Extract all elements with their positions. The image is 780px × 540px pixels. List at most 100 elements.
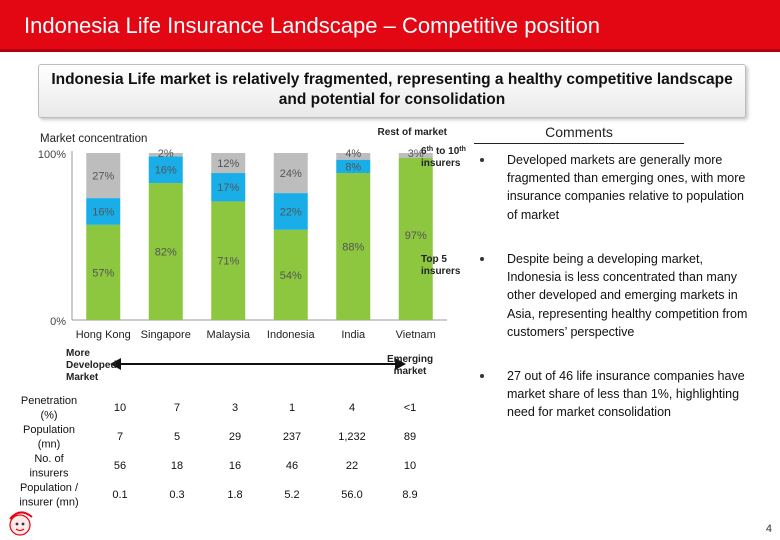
table-row-label: insurer (mn)	[19, 497, 78, 509]
bar-segment	[148, 153, 183, 157]
table-cell: 1	[289, 402, 295, 414]
x-tick-label: India	[341, 329, 366, 341]
table-row-label: Population	[23, 424, 75, 436]
table-cell: 89	[404, 431, 416, 443]
page-number: 4	[765, 523, 772, 535]
table-cell: 16	[229, 460, 241, 472]
data-label: 22%	[280, 206, 302, 218]
table-cell: 46	[286, 460, 298, 472]
arrow-label-right: Emerging	[387, 354, 433, 365]
table-cell: 56.0	[341, 489, 362, 501]
table-cell: 8.9	[402, 489, 417, 501]
table-cell: 18	[171, 460, 183, 472]
x-tick-label: Vietnam	[396, 329, 436, 341]
annotation-top5-line1: Top 5	[421, 254, 447, 265]
market-concentration-chart: Market concentration 0% 100% 57% 16% 27% Hong …	[19, 127, 466, 509]
data-label: 54%	[280, 270, 302, 282]
bar-segment	[398, 153, 433, 159]
mascot-logo-icon	[9, 511, 33, 536]
table-cell: 5.2	[284, 489, 299, 501]
data-label: 97%	[405, 230, 427, 242]
page-title: Indonesia Life Insurance Landscape – Com…	[24, 13, 601, 38]
table-cell: 4	[349, 402, 355, 414]
bar-segment	[86, 224, 121, 320]
table-cell: 7	[117, 431, 123, 443]
table-cell: 56	[114, 460, 126, 472]
bullet-icon	[480, 257, 484, 261]
table-row-label: No. of	[34, 453, 64, 465]
table-cell: 10	[114, 402, 126, 414]
title-underline	[0, 49, 780, 52]
annotation-6th-to-10th-line2: insurers	[421, 158, 461, 169]
y-tick-label: 0%	[50, 316, 66, 328]
bar-segment	[211, 153, 246, 174]
data-label: 88%	[342, 242, 364, 254]
bullet-icon	[480, 374, 484, 378]
data-label: 27%	[92, 171, 114, 183]
table-row-label: (mn)	[38, 439, 61, 451]
comment-text: Despite being a developing market, Indon…	[507, 252, 748, 339]
bar-segment	[211, 173, 246, 202]
bar-segment	[148, 183, 183, 320]
arrow-label-left: More	[66, 348, 90, 359]
x-tick-label: Hong Kong	[76, 329, 131, 341]
bar-segment	[336, 173, 371, 320]
data-label: 4%	[345, 148, 361, 160]
arrow-label-left: Developed	[66, 360, 117, 371]
annotation-rest-of-market: Rest of market	[378, 127, 448, 138]
bar-segment	[336, 153, 371, 160]
x-tick-label: Indonesia	[267, 329, 316, 341]
comments-heading-rule	[474, 143, 684, 144]
table-cell: 1,232	[338, 431, 366, 443]
arrow-head-right-icon	[395, 358, 406, 370]
arrow-label-right: market	[394, 366, 427, 377]
data-label: 71%	[217, 256, 239, 268]
bar-segment	[148, 156, 183, 184]
x-tick-label: Singapore	[141, 329, 191, 341]
data-label: 82%	[155, 247, 177, 259]
bullet-icon	[480, 158, 484, 162]
table-cell: 0.3	[169, 489, 184, 501]
data-label: 12%	[217, 158, 239, 170]
bar-segment	[86, 153, 121, 199]
bar-segment	[273, 229, 308, 320]
arrow-head-left-icon	[110, 358, 121, 370]
x-tick-label: Malaysia	[207, 329, 251, 341]
bar-segment	[336, 159, 371, 174]
table-cell: 10	[404, 460, 416, 472]
comment-item: Developed markets are generally more fra…	[480, 151, 750, 224]
table-row-label: Penetration	[21, 395, 77, 407]
data-label: 3%	[408, 148, 424, 160]
data-label: 17%	[217, 182, 239, 194]
subtitle-box: Indonesia Life market is relatively frag…	[38, 64, 746, 118]
table-row-label: (%)	[40, 410, 57, 422]
table-cell: 5	[174, 431, 180, 443]
bar-segment	[211, 201, 246, 320]
data-label: 16%	[92, 206, 114, 218]
bar-segment	[398, 158, 433, 320]
annotation-6th-to-10th: 6th to 10th	[421, 146, 466, 158]
table-cell: 3	[232, 402, 238, 414]
table-cell: 1.8	[227, 489, 242, 501]
title-bar: Indonesia Life Insurance Landscape – Com…	[0, 0, 780, 52]
data-label: 57%	[92, 267, 114, 279]
annotation-top5-line2: insurers	[421, 266, 461, 277]
table-row-label: Population /	[20, 482, 79, 494]
table-cell: 22	[346, 460, 358, 472]
comment-text: 27 out of 46 life insurance companies ha…	[507, 369, 745, 420]
arrow-label-left: Market	[66, 372, 99, 383]
table-row-label: insurers	[29, 468, 69, 480]
comment-text: Developed markets are generally more fra…	[507, 153, 746, 222]
comment-item: 27 out of 46 life insurance companies ha…	[480, 367, 750, 422]
subtitle-text: Indonesia Life market is relatively frag…	[51, 71, 733, 108]
table-cell: 237	[283, 431, 301, 443]
table-cell: 7	[174, 402, 180, 414]
data-label: 16%	[155, 165, 177, 177]
table-cell: 0.1	[112, 489, 127, 501]
y-tick-label: 100%	[38, 149, 66, 161]
comments-heading: Comments	[545, 124, 613, 140]
data-label: 8%	[345, 161, 361, 173]
data-label: 2%	[158, 148, 174, 160]
data-label: 24%	[280, 168, 302, 180]
bar-segment	[86, 198, 121, 225]
